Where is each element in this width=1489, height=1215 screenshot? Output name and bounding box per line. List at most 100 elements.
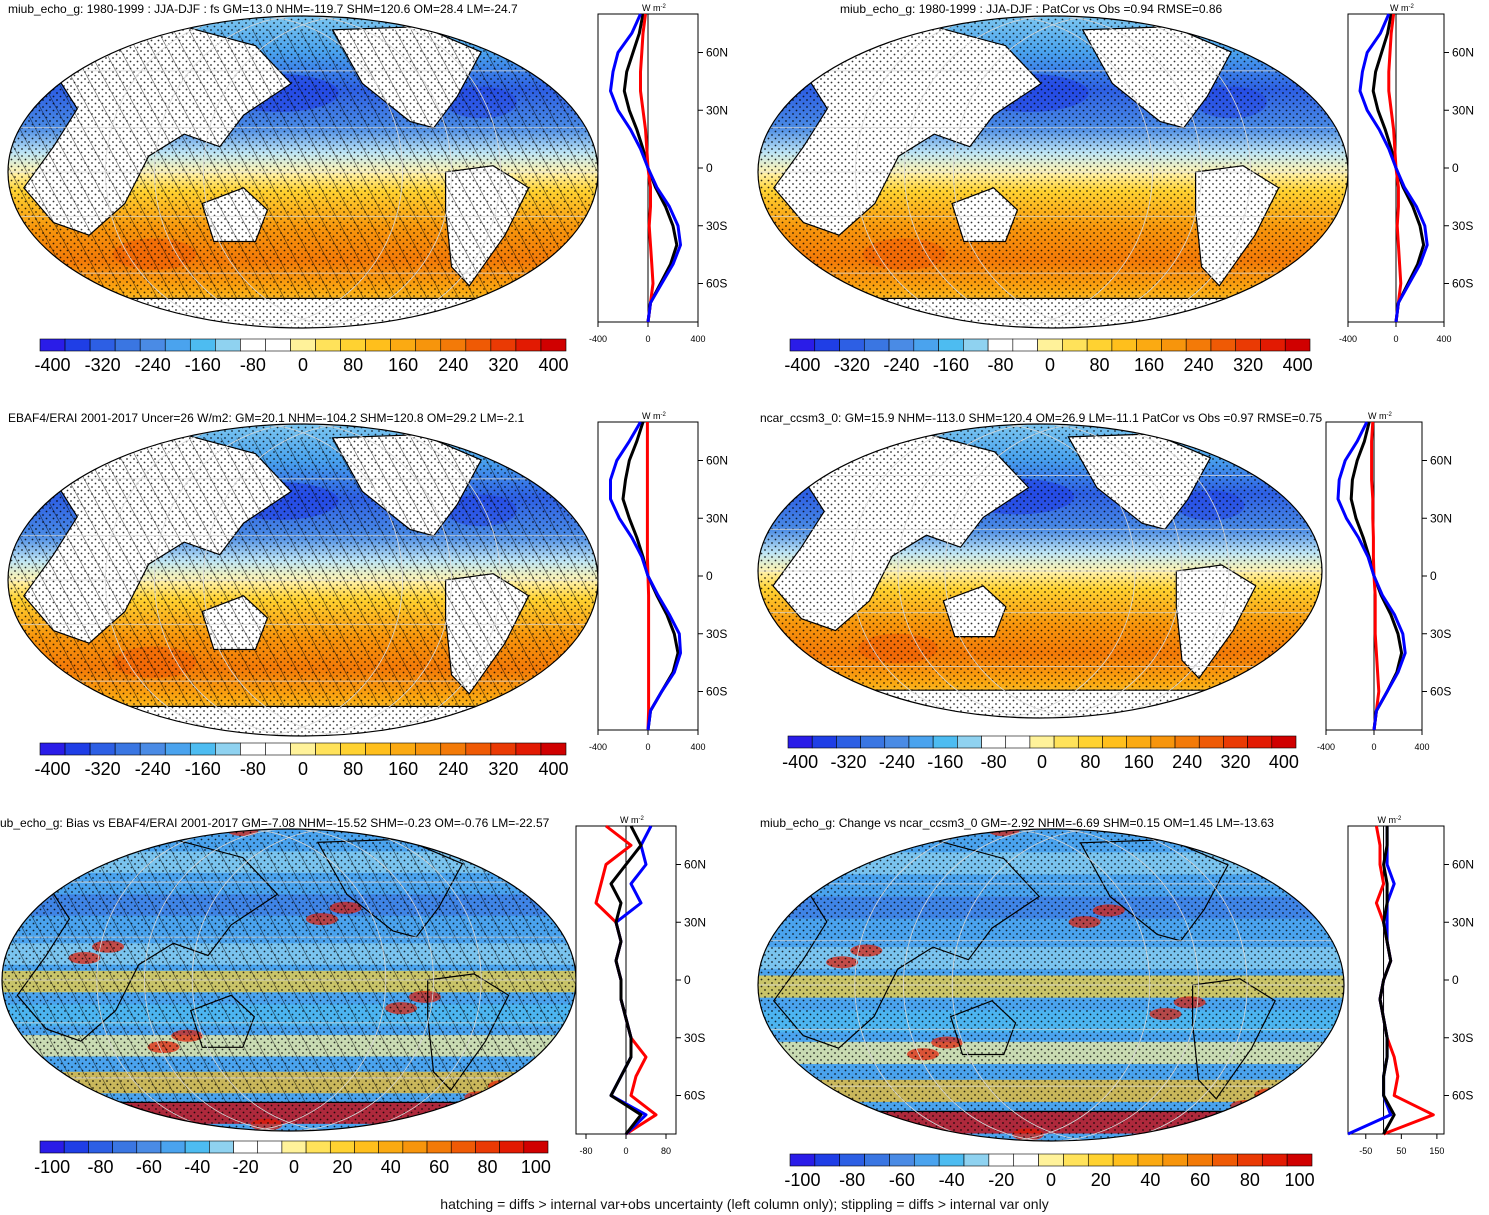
colorbar-swatch <box>864 1153 890 1167</box>
colorbar-label: 160 <box>388 759 418 779</box>
colorbar-label: 160 <box>1124 752 1154 772</box>
colorbar-swatch <box>114 742 141 756</box>
lat-tick-label: 30N <box>1452 103 1474 117</box>
colorbar-swatch <box>938 338 964 352</box>
colorbar-swatch <box>1150 735 1176 749</box>
colorbar-label: 320 <box>488 759 518 779</box>
colorbar-swatch <box>1284 338 1311 352</box>
colorbar-label: -20 <box>988 1170 1014 1190</box>
map-panel-6 <box>757 828 1345 1142</box>
colorbar-label: 80 <box>478 1157 498 1177</box>
colorbar-2: -400 -320 -240 -160 -80 0 80 160 240 320 400 <box>784 338 1313 375</box>
lat-tick-label: 60N <box>706 454 728 468</box>
profile-series-3 <box>1378 826 1396 1135</box>
colorbar-swatch <box>136 1140 162 1154</box>
colorbar-swatch <box>329 1140 355 1154</box>
lat-tick-label: 60N <box>706 46 728 60</box>
colorbar-label: 80 <box>1080 752 1100 772</box>
colorbar-swatch <box>1210 338 1237 352</box>
colorbar-1: -400 -320 -240 -160 -80 0 80 160 240 320 400 <box>35 338 568 375</box>
profile-series-3 <box>609 825 643 1135</box>
colorbar-swatch <box>465 742 492 756</box>
lat-tick-label: 30S <box>1452 1031 1473 1045</box>
lat-tick-label: 60S <box>706 277 727 291</box>
zonal-profile-1: 60N 30N 0 30S 60S -400 0 400 W m-2 <box>589 3 728 344</box>
colorbar-swatch <box>1013 1153 1039 1167</box>
colorbar-swatch <box>1077 735 1103 749</box>
hatching-overlay <box>2 842 576 1103</box>
map-panel-1 <box>7 15 599 329</box>
colorbar-swatch <box>440 338 467 352</box>
colorbar-swatch <box>281 1140 307 1154</box>
profile-x-tick-label: 0 <box>645 334 650 344</box>
colorbar-swatch <box>64 338 91 352</box>
colorbar-swatch <box>981 735 1007 749</box>
colorbar-swatch <box>515 338 542 352</box>
colorbar-swatch <box>499 1140 525 1154</box>
profile-x-tick-label: 400 <box>690 742 705 752</box>
colorbar-swatch <box>963 338 989 352</box>
lat-tick-label: 60N <box>684 858 706 872</box>
colorbar-label: 0 <box>1037 752 1047 772</box>
lat-tick-label: 30N <box>1452 915 1474 929</box>
profile-x-tick-label: 0 <box>1371 742 1376 752</box>
lat-tick-label: 60N <box>1452 46 1474 60</box>
colorbar-swatch <box>1102 735 1127 749</box>
lat-tick-label: 0 <box>1452 973 1459 987</box>
colorbar-label: 20 <box>1091 1170 1111 1190</box>
zonal-profile-5: 60N 30N 0 30S 60S -80 0 80 W m-2 <box>575 815 706 1156</box>
colorbar-swatch <box>1223 735 1248 749</box>
lat-tick-label: 0 <box>1452 161 1459 175</box>
panel-title-5: ub_echo_g: Bias vs EBAF4/ERAI 2001-2017 … <box>0 816 550 830</box>
colorbar-swatch <box>315 338 341 352</box>
colorbar-swatch <box>189 742 216 756</box>
colorbar-swatch <box>139 742 166 756</box>
colorbar-swatch <box>839 1153 865 1167</box>
panel-title-2: miub_echo_g: 1980-1999 : JJA-DJF : PatCo… <box>840 2 1223 16</box>
colorbar-swatch <box>64 742 91 756</box>
colorbar-label: -320 <box>85 759 121 779</box>
colorbar-label: -400 <box>35 355 71 375</box>
zonal-profile-4: 60N 30N 0 30S 60S -400 0 400 W m-2 <box>1317 411 1452 752</box>
colorbar-swatch <box>1261 1153 1288 1167</box>
lat-tick-label: 30N <box>706 103 728 117</box>
lat-tick-label: 60S <box>684 1089 705 1103</box>
profile-series-3 <box>609 13 682 323</box>
colorbar-swatch <box>390 338 417 352</box>
colorbar-label: -240 <box>883 355 919 375</box>
colorbar-label: -60 <box>889 1170 915 1190</box>
colorbar-label: -400 <box>782 752 818 772</box>
colorbar-swatch <box>1063 1153 1089 1167</box>
profile-x-tick-label: 80 <box>661 1146 671 1156</box>
colorbar-swatch <box>860 735 886 749</box>
colorbar-swatch <box>938 1153 965 1167</box>
colorbar-label: -400 <box>784 355 820 375</box>
colorbar-swatch <box>540 742 567 756</box>
colorbar-swatch <box>1271 735 1297 749</box>
colorbar-label: 240 <box>1184 355 1214 375</box>
lat-tick-label: 0 <box>1430 569 1437 583</box>
lat-tick-label: 60S <box>1452 1089 1473 1103</box>
colorbar-label: -160 <box>185 759 221 779</box>
profile-x-tick-label: -80 <box>579 1146 592 1156</box>
colorbar-swatch <box>209 1140 234 1154</box>
profile-x-tick-label: 400 <box>1414 742 1429 752</box>
colorbar-label: -320 <box>834 355 870 375</box>
colorbar-6: -100 -80 -60 -40 -20 0 20 40 60 80 100 <box>784 1153 1315 1190</box>
colorbar-swatch <box>889 1153 915 1167</box>
colorbar-swatch <box>789 338 816 352</box>
profile-x-tick-label: 0 <box>623 1146 628 1156</box>
colorbar-swatch <box>1235 338 1261 352</box>
colorbar-swatch <box>1005 735 1031 749</box>
colorbar-swatch <box>290 338 316 352</box>
colorbar-4: -400 -320 -240 -160 -80 0 80 160 240 320 400 <box>782 735 1299 772</box>
colorbar-swatch <box>1185 338 1212 352</box>
lat-tick-label: 0 <box>706 161 713 175</box>
lat-tick-label: 60S <box>1430 685 1451 699</box>
colorbar-label: -100 <box>34 1157 70 1177</box>
colorbar-swatch <box>240 338 266 352</box>
colorbar-swatch <box>39 1140 65 1154</box>
colorbar-swatch <box>863 338 890 352</box>
colorbar-label: 60 <box>1190 1170 1210 1190</box>
panel-title-4: ncar_ccsm3_0: GM=15.9 NHM=-113.0 SHM=120… <box>760 411 1323 425</box>
